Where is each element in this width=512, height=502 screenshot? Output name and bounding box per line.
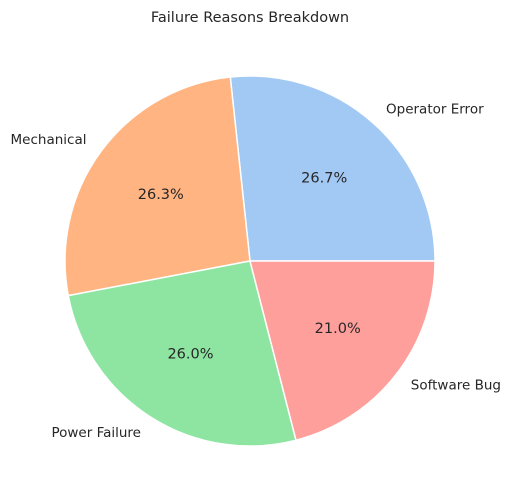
- pie-slice-operator-error: [229, 75, 436, 262]
- slice-label-software-bug: Software Bug: [411, 378, 501, 394]
- pie-slice-mechanical: [64, 76, 251, 297]
- slice-label-mechanical: Mechanical: [11, 132, 87, 148]
- pie-slice-power-failure: [67, 260, 297, 447]
- pie-slice-software-bug: [249, 260, 436, 441]
- slice-percent-operator-error: 26.7%: [301, 170, 347, 186]
- slice-percent-software-bug: 21.0%: [315, 321, 361, 337]
- pie-labels: Operator Error 26.7% Mechanical 26.3% Power …: [11, 102, 501, 441]
- slice-label-operator-error: Operator Error: [386, 102, 484, 118]
- slice-percent-power-failure: 26.0%: [167, 347, 213, 363]
- pie-wedges: [64, 75, 436, 447]
- slice-percent-mechanical: 26.3%: [138, 187, 184, 203]
- chart-title: Failure Reasons Breakdown: [151, 10, 349, 26]
- slice-label-power-failure: Power Failure: [51, 425, 141, 441]
